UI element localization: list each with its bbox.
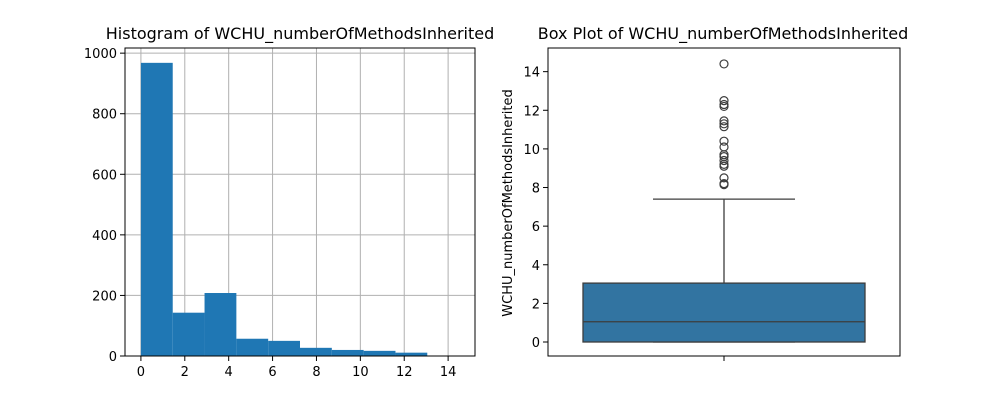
boxplot-title: Box Plot of WCHU_numberOfMethodsInherite… <box>538 24 908 44</box>
histogram-frame <box>124 47 476 357</box>
histogram-bar <box>300 347 332 356</box>
outlier-point <box>719 142 729 152</box>
x-tick-label: 10 <box>352 365 369 380</box>
x-tick-label: 12 <box>396 365 413 380</box>
x-tick-label: 6 <box>268 365 276 380</box>
outlier-point <box>719 59 729 69</box>
y-tick-label: 600 <box>92 168 117 183</box>
histogram-bar <box>268 340 300 356</box>
boxplot-body <box>582 59 866 343</box>
x-tick-label: 14 <box>440 365 457 380</box>
histogram-grid <box>125 48 475 357</box>
x-tick-label: 4 <box>225 365 233 380</box>
outlier-point <box>719 173 729 183</box>
y-tick-label: 6 <box>532 220 540 235</box>
histogram-bars <box>140 62 460 357</box>
outlier-point <box>719 119 729 129</box>
x-tick-label: 8 <box>312 365 320 380</box>
outlier-point <box>719 122 729 132</box>
histogram-bar <box>140 62 173 357</box>
y-tick-label: 8 <box>532 182 540 197</box>
outlier-point <box>719 96 729 106</box>
y-tick-label: 0 <box>532 336 540 351</box>
y-tick-label: 200 <box>92 289 117 304</box>
outlier-point <box>719 155 729 166</box>
y-tick-label: 2 <box>532 297 540 312</box>
outlier-point <box>719 136 729 146</box>
boxplot-y-axis-label: WCHU_numberOfMethodsInherited <box>501 89 516 316</box>
y-tick-label: 12 <box>523 104 540 119</box>
histogram-panel: Histogram of WCHU_numberOfMethodsInherit… <box>84 24 494 380</box>
histogram-bar <box>172 312 205 356</box>
box <box>582 282 866 343</box>
y-tick-label: 14 <box>523 66 540 81</box>
y-tick-label: 10 <box>523 143 540 158</box>
y-tick-label: 800 <box>92 108 117 123</box>
histogram-bar <box>204 293 237 356</box>
outlier-point <box>719 116 729 126</box>
x-tick-label: 2 <box>181 365 189 380</box>
histogram-bar <box>236 338 269 356</box>
y-tick-label: 0 <box>109 350 117 365</box>
boxplot-panel: Box Plot of WCHU_numberOfMethodsInherite… <box>501 24 908 361</box>
y-tick-label: 400 <box>92 229 117 244</box>
histogram-bar <box>363 350 396 356</box>
y-tick-label: 4 <box>532 259 540 274</box>
histogram-bar <box>331 349 364 356</box>
x-tick-label: 0 <box>137 365 145 380</box>
histogram-y-ticks: 0 200 400 600 800 1000 <box>84 47 125 365</box>
outlier-point <box>719 99 729 110</box>
histogram-title: Histogram of WCHU_numberOfMethodsInherit… <box>106 24 494 44</box>
histogram-x-ticks: 0 2 4 6 8 10 12 14 <box>137 356 457 380</box>
y-tick-label: 1000 <box>84 47 117 62</box>
outlier-point <box>719 179 729 189</box>
boxplot-y-ticks: 0 2 4 6 8 10 12 14 <box>523 66 548 351</box>
histogram-bar <box>395 352 428 356</box>
